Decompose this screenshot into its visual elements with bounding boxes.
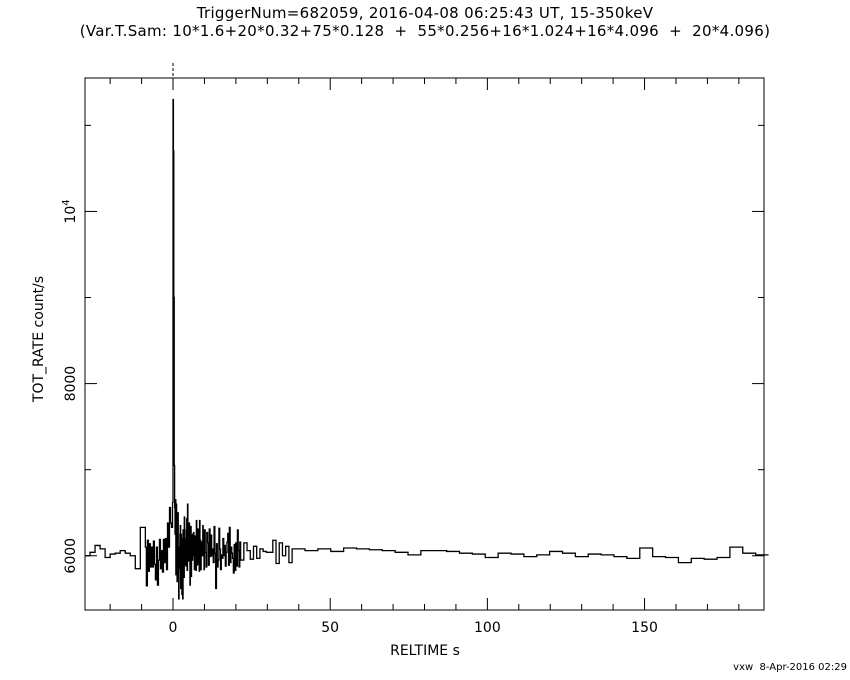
chart-title-line-1: TriggerNum=682059, 2016-04-08 06:25:43 U… [196,4,654,22]
x-tick-label: 150 [631,620,658,636]
y-tick-label: 8000 [63,366,79,402]
x-tick-label: 50 [321,620,339,636]
rate-step-line [85,98,769,600]
footer-timestamp: vxw 8-Apr-2016 02:29 [733,662,847,673]
data-series-group [85,98,769,600]
chart-title-line-2: (Var.T.Sam: 10*1.6+20*0.32+75*0.128 + 55… [79,22,771,40]
x-axis-label: RELTIME s [390,643,460,659]
y-axis-label: TOT_RATE count/s [31,276,47,403]
x-tick-label: 0 [169,620,178,636]
axes-frame-group: 0 50 100 150 6000 8000 104 [61,63,765,636]
x-tick-label: 100 [474,620,501,636]
y-tick-label: 104 [61,199,79,223]
y-tick-label: 6000 [63,538,79,574]
